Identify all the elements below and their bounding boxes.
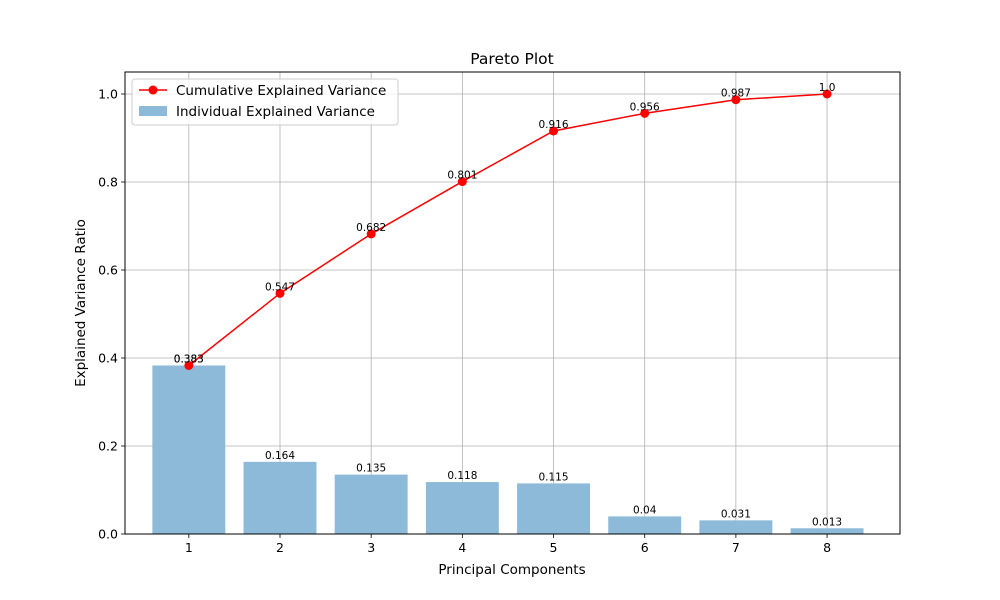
grid-lines xyxy=(125,72,900,535)
legend-label-cumulative: Cumulative Explained Variance xyxy=(176,83,386,99)
y-tick-label: 0.8 xyxy=(98,175,118,190)
legend-marker-swatch xyxy=(148,85,158,95)
bar-value-label: 0.04 xyxy=(633,504,657,516)
x-tick-label: 2 xyxy=(276,540,284,555)
legend: Cumulative Explained Variance Individual… xyxy=(131,78,399,126)
bar-value-label: 0.031 xyxy=(721,508,751,520)
bar-value-label: 0.013 xyxy=(812,516,842,528)
x-tick-label: 7 xyxy=(732,540,740,555)
plot-area-frame xyxy=(124,71,901,535)
x-tick-label: 5 xyxy=(550,540,558,555)
point-value-label: 0.987 xyxy=(721,88,751,100)
bar-individual xyxy=(425,482,499,534)
bar-individual xyxy=(608,516,682,534)
bar-value-label: 0.164 xyxy=(265,450,295,462)
x-tick-label: 4 xyxy=(458,540,466,555)
y-tick-label: 0.6 xyxy=(98,263,118,278)
bar-individual xyxy=(334,474,408,534)
x-tick-label: 8 xyxy=(823,540,831,555)
bar-individual xyxy=(152,365,226,534)
cumulative-point xyxy=(457,177,467,187)
cumulative-point xyxy=(731,95,741,105)
bar-value-label: 0.383 xyxy=(174,353,204,365)
bar-value-label: 0.118 xyxy=(447,470,477,482)
cumulative-point xyxy=(549,126,559,136)
bar-individual xyxy=(517,483,590,534)
bars-individual-variance xyxy=(152,365,864,534)
bar-individual xyxy=(699,520,773,534)
cumulative-point xyxy=(184,360,194,370)
x-axis-ticks: 1 2 3 4 5 6 7 8 xyxy=(185,534,831,555)
x-axis-title: Principal Components xyxy=(438,562,585,578)
cumulative-line xyxy=(188,93,828,367)
point-value-label: 0.547 xyxy=(265,281,295,293)
cumulative-point xyxy=(640,108,650,118)
bar-individual xyxy=(243,461,317,534)
point-value-label: 0.383 xyxy=(174,353,204,365)
y-axis-ticks: 0.0 0.2 0.4 0.6 0.8 1.0 xyxy=(98,87,125,542)
bar-value-label: 0.115 xyxy=(538,471,568,483)
cumulative-point xyxy=(275,288,285,298)
line-cumulative-variance xyxy=(184,89,832,370)
point-value-label: 0.682 xyxy=(356,222,386,234)
point-value-label: 0.916 xyxy=(538,119,568,131)
cumulative-point xyxy=(822,89,832,99)
y-axis-title: Explained Variance Ratio xyxy=(73,219,89,387)
y-tick-label: 1.0 xyxy=(98,87,118,102)
data-labels: 0.383 0.164 0.135 0.118 0.115 0.04 0.031 0.013 0… xyxy=(174,82,842,528)
x-tick-label: 6 xyxy=(641,540,649,555)
y-tick-label: 0.2 xyxy=(98,439,118,454)
bar-value-label: 0.135 xyxy=(356,463,386,475)
point-value-label: 0.801 xyxy=(447,170,477,182)
chart-title: Pareto Plot xyxy=(470,50,553,68)
x-tick-label: 1 xyxy=(185,540,193,555)
legend-box xyxy=(131,78,399,126)
bar-individual xyxy=(790,528,864,534)
y-tick-label: 0.4 xyxy=(98,351,118,366)
legend-bar-swatch xyxy=(139,106,167,116)
x-tick-label: 3 xyxy=(367,540,375,555)
point-value-label: 1.0 xyxy=(819,82,836,94)
point-value-label: 0.956 xyxy=(630,101,660,113)
y-tick-label: 0.0 xyxy=(98,527,118,542)
cumulative-point xyxy=(366,229,376,239)
legend-label-individual: Individual Explained Variance xyxy=(176,104,375,120)
